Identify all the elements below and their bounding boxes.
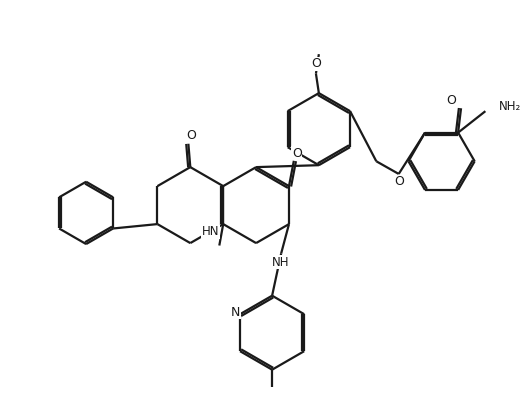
Text: HN: HN [202,225,220,238]
Text: O: O [292,146,302,160]
Text: O: O [187,130,196,143]
Text: NH: NH [271,255,289,269]
Text: O: O [394,175,403,188]
Text: N: N [231,306,240,319]
Text: O: O [446,94,456,107]
Text: NH₂: NH₂ [499,100,521,113]
Text: O: O [311,57,321,70]
